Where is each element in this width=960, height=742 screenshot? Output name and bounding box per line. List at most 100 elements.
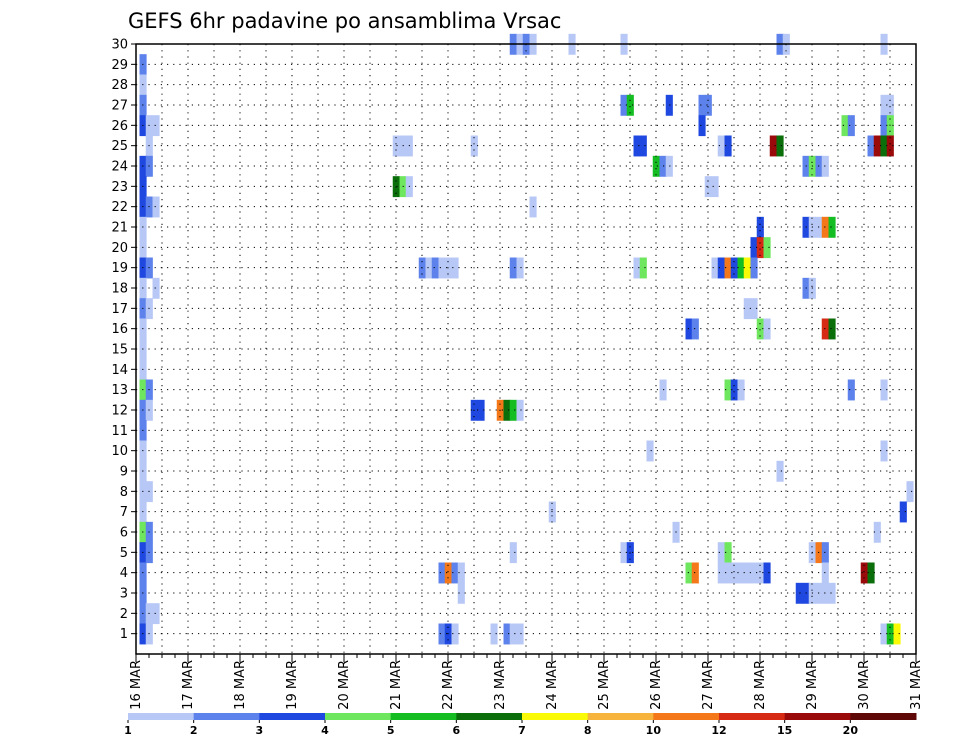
precip-cell xyxy=(451,623,459,645)
color-legend: 1 2 3 4 5 6 7 8 10 12 15 20 xyxy=(124,713,917,737)
x-tick-label: 26 MAR xyxy=(649,660,664,710)
precip-cell xyxy=(711,176,719,198)
precip-cell xyxy=(431,257,439,279)
y-tick-label: 30 xyxy=(111,38,128,53)
y-tick-label: 14 xyxy=(111,363,128,378)
y-tick-label: 10 xyxy=(111,444,128,459)
precip-cell xyxy=(503,623,511,645)
precip-cell xyxy=(717,257,725,279)
precip-cell xyxy=(392,135,400,157)
x-tick-label: 25 MAR xyxy=(597,660,612,710)
y-tick-label: 16 xyxy=(111,322,128,337)
x-tick-label: 30 MAR xyxy=(857,660,872,710)
legend-swatch xyxy=(587,713,654,720)
precip-cell xyxy=(633,135,641,157)
legend-label: 15 xyxy=(777,724,792,737)
precip-cell xyxy=(717,562,725,584)
legend-label: 12 xyxy=(711,724,726,737)
y-tick-label: 15 xyxy=(111,343,128,358)
cells-layer xyxy=(139,33,914,645)
precip-cell xyxy=(639,135,647,157)
precip-cell xyxy=(899,501,907,523)
y-tick-label: 1 xyxy=(120,627,128,642)
precip-cell xyxy=(698,115,706,137)
y-tick-label: 17 xyxy=(111,302,128,317)
precip-cell xyxy=(756,318,764,340)
x-tick-label: 19 MAR xyxy=(285,660,300,710)
legend-swatch xyxy=(259,713,326,720)
precip-cell xyxy=(516,399,524,421)
precip-cell xyxy=(438,257,446,279)
precip-cell xyxy=(509,623,517,645)
precip-cell xyxy=(867,562,875,584)
precip-cell xyxy=(717,542,725,564)
x-tick-label: 20 MAR xyxy=(337,660,352,710)
legend-label: 20 xyxy=(843,724,859,737)
y-tick-label: 4 xyxy=(120,566,128,581)
legend-swatch xyxy=(390,713,457,720)
precip-cell xyxy=(750,237,758,259)
grid-layer xyxy=(135,43,917,654)
precip-cell xyxy=(776,460,784,482)
precip-cell xyxy=(841,115,849,137)
x-tick-label: 18 MAR xyxy=(233,660,248,710)
legend-swatch xyxy=(325,713,392,720)
precip-cell xyxy=(724,257,732,279)
precip-cell xyxy=(756,237,764,259)
precip-cell xyxy=(516,623,524,645)
y-tick-label: 25 xyxy=(111,139,128,154)
x-tick-label: 17 MAR xyxy=(181,660,196,710)
precip-cell xyxy=(763,237,771,259)
precip-cell xyxy=(457,562,465,584)
precip-cell xyxy=(750,298,758,320)
precip-cell xyxy=(886,135,894,157)
x-axis: 16 MAR 17 MAR 18 MAR 19 MAR 20 MAR 21 MAR 22 M… xyxy=(129,654,924,710)
precip-cell xyxy=(516,257,524,279)
legend-swatch xyxy=(850,713,917,720)
x-tick-label: 21 MAR xyxy=(389,660,404,710)
precip-cell xyxy=(737,379,745,401)
y-tick-label: 27 xyxy=(111,99,128,114)
chart-title: GEFS 6hr padavine po ansamblima Vrsac xyxy=(128,9,561,33)
precip-cell xyxy=(509,257,517,279)
precip-cell xyxy=(717,135,725,157)
y-tick-label: 13 xyxy=(111,383,128,398)
precip-cell xyxy=(847,379,855,401)
precip-cell xyxy=(646,440,654,462)
precip-cell xyxy=(906,481,914,503)
precip-cell xyxy=(763,562,771,584)
precip-cell xyxy=(730,379,738,401)
legend-label: 1 xyxy=(124,724,132,737)
y-tick-label: 29 xyxy=(111,58,128,73)
x-tick-label: 16 MAR xyxy=(129,660,144,710)
precip-cell xyxy=(152,196,160,218)
precip-cell xyxy=(860,562,868,584)
legend-label: 8 xyxy=(584,724,592,737)
legend-swatch xyxy=(784,713,851,720)
legend-label: 7 xyxy=(518,724,526,737)
precip-cell xyxy=(685,318,693,340)
precip-cell xyxy=(724,542,732,564)
precip-cell xyxy=(691,562,699,584)
precip-cell xyxy=(880,94,888,116)
precip-cell xyxy=(756,216,764,238)
precip-cell xyxy=(691,318,699,340)
y-tick-label: 5 xyxy=(120,546,128,561)
precip-cell xyxy=(795,582,803,604)
y-tick-label: 21 xyxy=(111,221,128,236)
precip-cell xyxy=(438,562,446,584)
precip-cell xyxy=(880,115,888,137)
x-tick-label: 22 MAR xyxy=(441,660,456,710)
y-tick-label: 23 xyxy=(111,180,128,195)
precip-cell xyxy=(626,94,634,116)
precip-cell xyxy=(828,216,836,238)
y-tick-label: 9 xyxy=(120,465,128,480)
y-tick-label: 7 xyxy=(120,505,128,520)
precip-cell xyxy=(873,521,881,543)
precip-cell xyxy=(698,94,706,116)
precip-cell xyxy=(886,94,894,116)
y-tick-label: 24 xyxy=(111,160,128,175)
y-axis: 1234567891011121314151617181920212223242… xyxy=(111,38,136,642)
precip-cell xyxy=(457,582,465,604)
legend-label: 5 xyxy=(387,724,395,737)
